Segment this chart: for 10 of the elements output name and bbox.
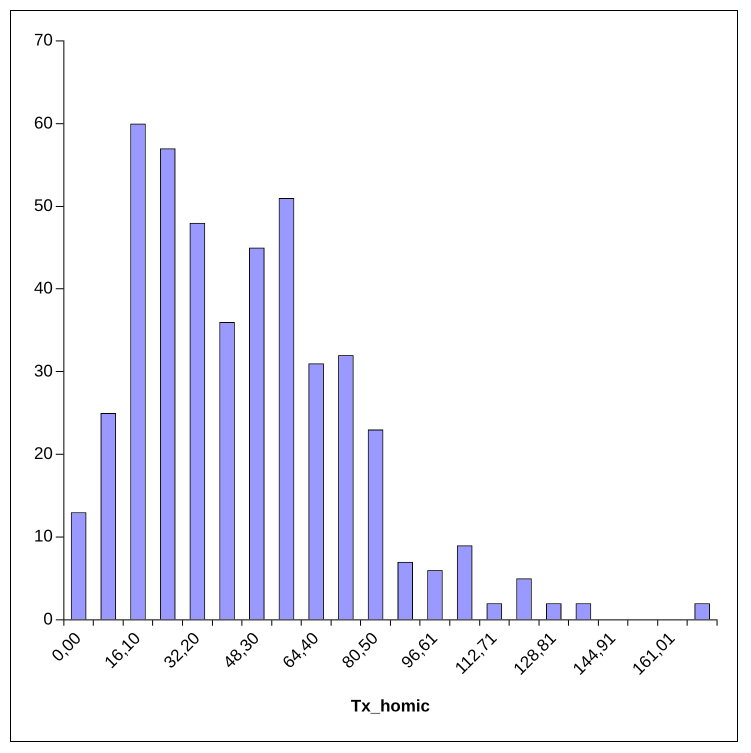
y-tick-label: 30	[34, 361, 53, 380]
y-tick-label: 40	[34, 278, 53, 298]
y-tick-label: 60	[34, 113, 53, 132]
x-tick-label: 0,00	[48, 628, 85, 666]
x-axis-title: Tx_homic	[350, 696, 430, 716]
y-tick-label: 50	[34, 196, 53, 215]
y-tick-label: 70	[34, 30, 53, 50]
y-tick-label: 20	[34, 444, 53, 464]
y-tick-label: 10	[34, 526, 53, 546]
y-tick-label: 0	[43, 609, 53, 628]
